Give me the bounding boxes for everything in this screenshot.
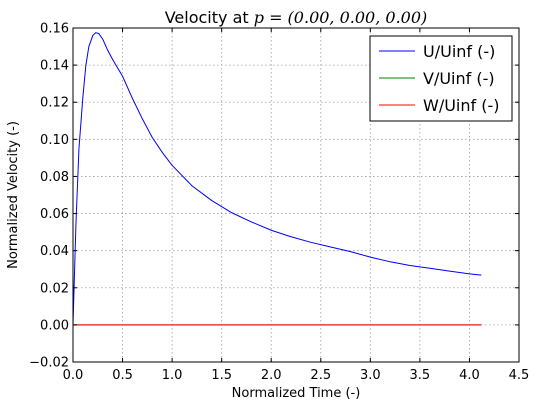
legend: U/Uinf (-) V/Uinf (-) W/Uinf (-) <box>369 35 513 122</box>
x-tick-label: 3.0 <box>360 368 381 383</box>
x-tick-label: 2.0 <box>261 368 282 383</box>
x-axis-label: Normalized Time (-) <box>232 386 361 401</box>
x-tick-label: 1.0 <box>162 368 183 383</box>
legend-label-0: U/Uinf (-) <box>423 42 495 61</box>
y-tick-label: −0.02 <box>29 356 69 371</box>
chart-title-math: p = (0.00, 0.00, 0.00) <box>254 8 428 27</box>
series-lines <box>72 32 482 326</box>
y-tick-label: 0.06 <box>40 207 69 222</box>
series-line-0 <box>72 32 482 325</box>
y-tick-label: 0.12 <box>40 96 69 111</box>
y-tick-label: 0.08 <box>40 170 69 185</box>
y-tick-label: 0.04 <box>40 244 69 259</box>
plot-frame <box>72 27 520 363</box>
y-tick-label: 0.16 <box>40 22 69 37</box>
y-axis-label: Normalized Velocity (-) <box>6 121 21 269</box>
x-tick-label: 0.5 <box>112 368 133 383</box>
y-tick-label: 0.00 <box>40 318 69 333</box>
axis-ticks: 0.0 0.5 1.0 1.5 2.0 2.5 3.0 3.5 4.0 4.5 −0.02 0.00 0… <box>29 22 529 384</box>
chart-title: Velocity at p = (0.00, 0.00, 0.00) <box>165 8 428 27</box>
x-tick-label: 1.5 <box>211 368 232 383</box>
legend-label-1: V/Uinf (-) <box>423 69 495 88</box>
legend-entries: U/Uinf (-) V/Uinf (-) W/Uinf (-) <box>379 42 499 115</box>
x-tick-label: 0.0 <box>63 368 84 383</box>
legend-label-2: W/Uinf (-) <box>423 96 499 115</box>
y-tick-label: 0.02 <box>40 281 69 296</box>
y-tick-label: 0.10 <box>40 133 69 148</box>
y-tick-label: 0.14 <box>40 59 69 74</box>
chart-title-prefix: Velocity at <box>165 8 254 27</box>
x-tick-label: 3.5 <box>410 368 431 383</box>
x-tick-label: 2.5 <box>310 368 331 383</box>
x-tick-label: 4.0 <box>459 368 480 383</box>
x-tick-label: 4.5 <box>509 368 530 383</box>
